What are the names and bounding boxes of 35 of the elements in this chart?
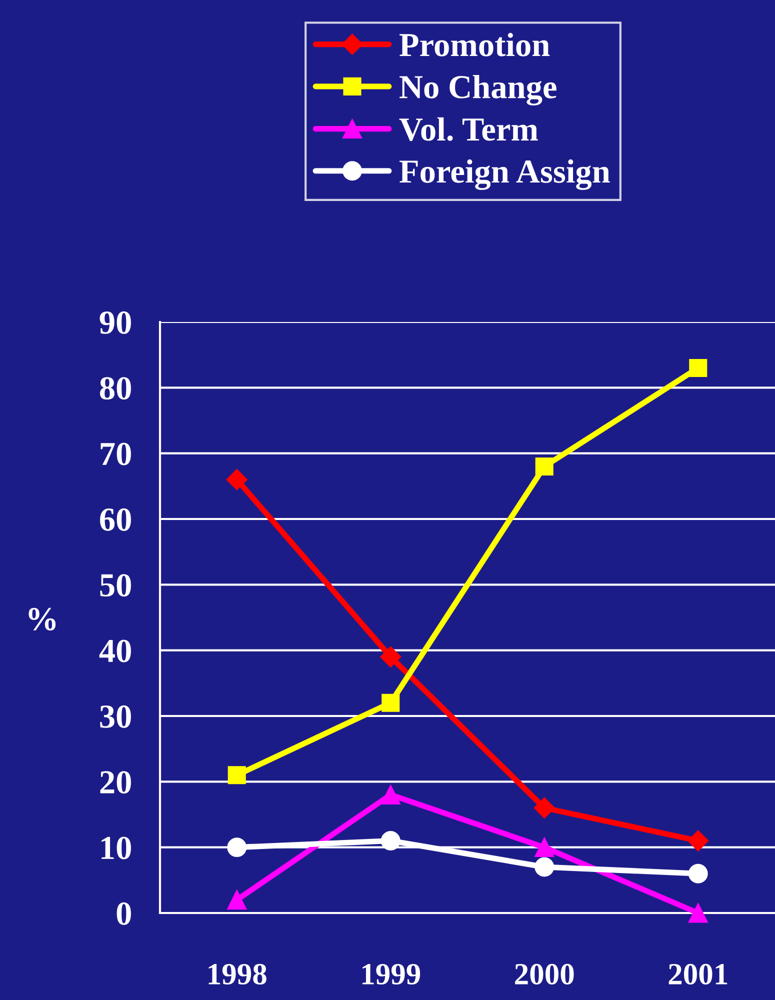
y-tick-label: 60 [100,508,131,531]
y-tick-label: 20 [100,771,131,794]
point [227,890,247,910]
y-tick-label: 40 [99,640,131,662]
point [534,797,555,818]
legend-label: No Change [400,74,556,106]
point [226,469,248,490]
y-tick-label: 70 [100,442,131,466]
point [534,838,554,858]
x-tick-label: 1999 [362,964,420,985]
x-tick-label: 1998 [208,964,266,985]
x-tick-label: 2000 [515,964,574,985]
point [380,785,400,805]
y-axis-title: % [28,608,56,630]
y-tick-label: 90 [100,311,131,334]
legend-label: Foreign Assign [399,159,610,190]
point [689,358,708,377]
point [688,864,708,884]
point [382,694,400,712]
point [534,857,554,877]
point [228,766,246,784]
point [227,838,247,858]
point [688,903,708,923]
legend-label: Vol. Term [399,117,538,141]
y-tick-label: 50 [100,574,131,597]
point [380,831,400,850]
y-tick-label: 10 [102,836,131,860]
legend-label: Promotion [399,32,550,56]
y-tick-label: 0 [116,902,131,925]
y-tick-label: 80 [100,377,131,400]
x-tick-label: 2001 [668,964,728,985]
point [688,830,709,852]
point [535,457,554,476]
y-tick-label: 30 [100,705,131,728]
point [380,646,402,668]
